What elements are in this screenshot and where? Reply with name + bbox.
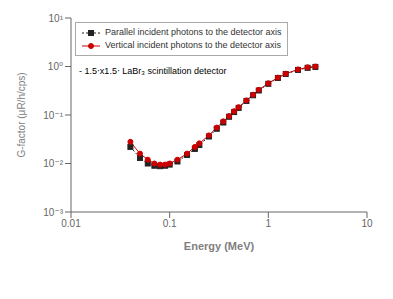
svg-text:10: 10 <box>361 218 373 229</box>
svg-text:0.1: 0.1 <box>163 218 177 229</box>
svg-text:1: 1 <box>266 218 272 229</box>
svg-text:0.01: 0.01 <box>61 218 81 229</box>
svg-text:10⁰: 10⁰ <box>48 61 63 72</box>
html-text:- 1.5⋅x1.5⋅ LaBr₃ scintillatio: - 1.5⋅x1.5⋅ LaBr₃ scintillation detector <box>79 66 227 76</box>
svg-text:10⁻³: 10⁻³ <box>43 207 63 218</box>
svg-text:10⁻¹: 10⁻¹ <box>43 110 63 121</box>
html-text:Vertical incident photons to t: Vertical incident photons to the detecto… <box>105 40 282 50</box>
html-text:Parallel incident photons to t: Parallel incident photons to the detecto… <box>105 27 282 37</box>
svg-text:Energy (MeV): Energy (MeV) <box>184 240 255 252</box>
svg-text:10¹: 10¹ <box>49 13 64 24</box>
svg-text:10⁻²: 10⁻² <box>43 158 63 169</box>
svg-text:G-factor (μR/h/cps): G-factor (μR/h/cps) <box>16 72 27 157</box>
